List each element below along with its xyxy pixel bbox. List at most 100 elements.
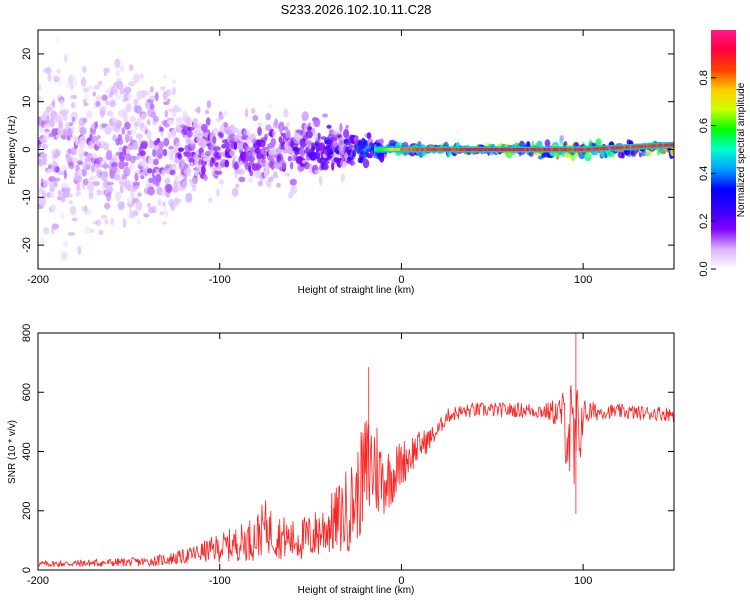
- spectrogram-blob: [223, 122, 229, 129]
- spectral-line: [528, 148, 531, 151]
- spectral-line: [643, 144, 646, 148]
- spectral-line: [471, 148, 474, 151]
- spectral-line: [423, 148, 426, 151]
- spectrogram-blob: [133, 73, 140, 83]
- spectral-line: [435, 148, 438, 151]
- spectrogram-blob: [38, 158, 44, 167]
- spectrogram-blob: [237, 129, 243, 140]
- spectral-line: [535, 148, 538, 151]
- spectral-line: [422, 148, 425, 151]
- spectrogram-blob: [39, 237, 47, 246]
- colorbar-tick-label: 0.2: [698, 214, 710, 229]
- spectrogram-blob: [339, 122, 343, 133]
- spectral-line: [555, 148, 559, 151]
- spectral-line: [577, 148, 580, 151]
- spectral-line: [477, 148, 480, 151]
- spectral-line: [614, 146, 617, 150]
- spectrogram-blob: [106, 181, 115, 186]
- spectral-line: [414, 148, 418, 151]
- spectrogram-blob: [115, 191, 122, 202]
- spectrogram-blob: [46, 168, 54, 173]
- spectral-line: [429, 148, 432, 151]
- spectrogram-blob: [316, 138, 321, 143]
- spectrogram-blob: [86, 110, 93, 119]
- spectrogram-blob: [104, 88, 110, 95]
- spectral-line: [618, 146, 621, 150]
- spectrogram-blob: [76, 181, 81, 192]
- spectral-line: [407, 148, 410, 151]
- spectrogram-blob: [264, 133, 268, 140]
- spectral-line: [410, 148, 413, 151]
- spectrogram-blob: [205, 109, 210, 115]
- spectral-line: [589, 147, 592, 151]
- spectral-line: [670, 143, 673, 147]
- spectrogram-blob: [272, 129, 277, 139]
- spectral-line: [388, 148, 391, 151]
- spectrogram-xlabel: Height of straight line (km): [298, 285, 415, 296]
- spectrogram-blob: [54, 166, 60, 173]
- spectral-line: [599, 147, 602, 151]
- spectral-line: [650, 144, 653, 148]
- spectrogram-blob: [43, 131, 52, 141]
- spectral-line: [529, 148, 532, 151]
- spectrogram-blob: [157, 147, 164, 157]
- spectral-line: [580, 148, 583, 151]
- spectral-line: [667, 143, 670, 147]
- spectrogram-blob: [76, 191, 82, 197]
- spectrogram-blob: [128, 81, 136, 87]
- spectral-line: [654, 144, 657, 148]
- spectral-line: [467, 148, 470, 151]
- spectrogram-blob: [43, 227, 50, 235]
- spectrogram-blob: [185, 116, 192, 127]
- spectrogram-blob: [111, 162, 119, 168]
- spectral-line: [397, 148, 400, 151]
- spectrogram-blob: [326, 124, 332, 129]
- spectrogram-blob: [224, 159, 230, 168]
- spectrogram-blob: [92, 91, 97, 97]
- spectral-line: [451, 148, 454, 151]
- spectral-line: [401, 148, 404, 151]
- spectrogram-blob: [148, 138, 154, 149]
- spectrogram-blob: [127, 93, 132, 101]
- spectrogram-blob: [152, 115, 159, 123]
- spectrogram-blob: [343, 128, 350, 139]
- spectrogram-blob: [273, 171, 278, 177]
- spectrogram-blob: [70, 101, 76, 109]
- spectrogram-blob: [122, 111, 128, 122]
- spectral-line: [553, 148, 556, 151]
- spectrogram-blob: [159, 86, 166, 91]
- spectrogram-blob: [232, 155, 237, 160]
- spectrogram-blob: [89, 175, 97, 180]
- spectrogram-blob: [92, 181, 100, 186]
- spectral-line: [391, 148, 394, 151]
- spectral-line: [653, 144, 656, 148]
- spectral-line: [493, 148, 496, 151]
- spectral-line: [628, 145, 631, 149]
- spectrogram-blob: [98, 229, 104, 236]
- spectrogram-blob: [124, 121, 131, 130]
- spectrogram-blob: [186, 151, 191, 159]
- spectral-line: [475, 148, 479, 151]
- spectral-line: [640, 145, 643, 148]
- spectrogram-blob: [146, 130, 152, 140]
- spectrogram-blob: [132, 210, 139, 217]
- spectral-line: [622, 145, 625, 149]
- spectrogram-blob: [248, 176, 254, 184]
- spectrogram-blob: [268, 103, 272, 108]
- spectral-line: [458, 148, 461, 151]
- spectrogram-blob: [117, 201, 125, 211]
- spectral-line: [512, 148, 515, 151]
- spectrogram-blob: [290, 185, 298, 195]
- spectrogram-blob: [206, 100, 212, 109]
- spectral-line: [417, 148, 420, 151]
- spectrogram-blob: [282, 126, 289, 131]
- spectrogram-blob: [146, 168, 153, 174]
- spectrogram-blob: [156, 138, 161, 143]
- snr-ytick-label: 800: [21, 324, 33, 342]
- spectrogram-blob: [71, 116, 76, 123]
- spectral-line: [660, 143, 663, 147]
- spectral-line: [525, 148, 528, 151]
- spectrogram-blob: [263, 169, 268, 179]
- spectrogram-blob: [595, 138, 602, 148]
- spectrogram-blob: [181, 180, 187, 189]
